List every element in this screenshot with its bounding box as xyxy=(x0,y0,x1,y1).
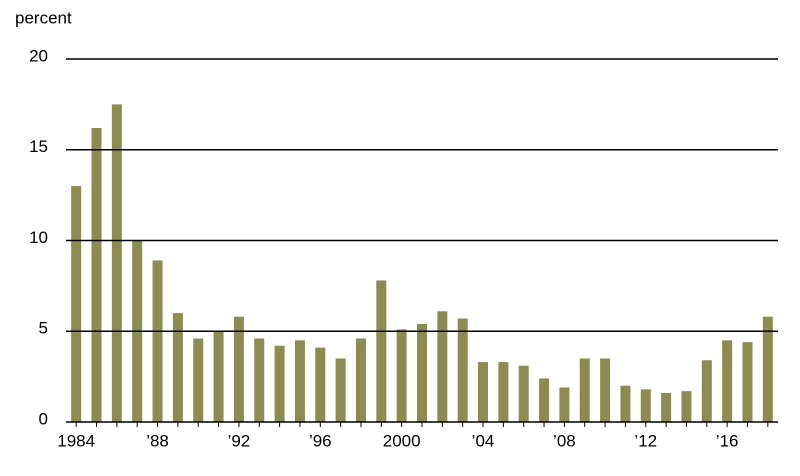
bar xyxy=(274,345,285,422)
bar xyxy=(539,378,550,422)
bar xyxy=(701,360,712,422)
bar xyxy=(661,392,672,422)
bar xyxy=(71,186,82,422)
bar xyxy=(457,318,468,422)
x-tick-label: ’88 xyxy=(146,431,169,450)
bar xyxy=(254,338,265,422)
bar xyxy=(640,389,651,422)
y-tick-label: 0 xyxy=(39,409,48,428)
bar xyxy=(152,260,163,422)
y-axis-label: percent xyxy=(15,8,72,27)
bar xyxy=(498,362,509,422)
x-tick-label: ’16 xyxy=(716,431,739,450)
bar xyxy=(91,127,102,422)
bar xyxy=(762,316,773,422)
bar xyxy=(742,342,753,422)
x-tick-label: ’04 xyxy=(472,431,495,450)
bar xyxy=(600,358,611,422)
bar xyxy=(213,331,224,422)
bar xyxy=(437,311,448,422)
bar xyxy=(478,362,489,422)
bar xyxy=(579,358,590,422)
x-tick-label: ’96 xyxy=(309,431,332,450)
y-tick-label: 10 xyxy=(29,228,48,247)
x-tick-label: 2000 xyxy=(383,431,421,450)
x-tick-label: ’92 xyxy=(228,431,251,450)
bar xyxy=(681,391,692,422)
y-tick-label: 15 xyxy=(29,137,48,156)
bar xyxy=(233,316,244,422)
bar xyxy=(111,104,122,422)
bar xyxy=(559,387,570,422)
x-tick-label: 1984 xyxy=(57,431,95,450)
x-tick-label: ’12 xyxy=(634,431,657,450)
bar xyxy=(193,338,204,422)
x-tick-label: ’08 xyxy=(553,431,576,450)
bar xyxy=(376,280,387,422)
bar xyxy=(294,340,305,422)
y-tick-label: 5 xyxy=(39,319,48,338)
bar xyxy=(722,340,733,422)
bar xyxy=(335,358,346,422)
bar xyxy=(355,338,366,422)
bar xyxy=(315,347,326,422)
bar xyxy=(417,323,427,422)
bar xyxy=(172,313,183,422)
bar xyxy=(518,365,529,422)
bar xyxy=(396,329,407,422)
y-tick-label: 20 xyxy=(29,46,48,65)
bar xyxy=(620,385,631,422)
